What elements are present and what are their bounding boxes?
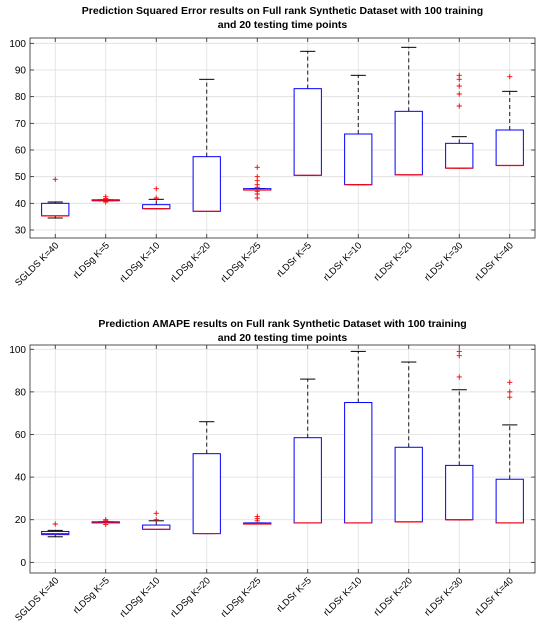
x-tick-label: rLDSr K=10	[321, 240, 364, 283]
x-tick-label: rLDSg K=20	[168, 240, 213, 285]
x-tick-label: rLDSg K=20	[168, 575, 213, 620]
x-tick-label: rLDSr K=40	[473, 575, 516, 618]
outlier-marker	[52, 176, 58, 182]
y-tick-label: 60	[15, 430, 27, 441]
outlier-marker	[103, 194, 109, 200]
chart-title-line1: Prediction Squared Error results on Full…	[82, 5, 483, 17]
plot-frame	[29, 37, 536, 239]
x-tick-label: rLDSg K=10	[118, 240, 163, 285]
x-tick-label: rLDSr K=5	[275, 240, 314, 279]
x-tick-label: rLDSr K=40	[473, 240, 516, 283]
y-tick-label: 80	[15, 92, 27, 103]
x-tick-label: rLDSg K=5	[71, 575, 112, 616]
y-tick-label: 90	[15, 66, 27, 77]
outlier-marker	[254, 513, 260, 520]
outlier-marker	[456, 83, 462, 89]
outlier-marker	[456, 72, 462, 78]
outlier-marker	[254, 164, 260, 170]
x-tick-label: rLDSr K=5	[275, 575, 314, 614]
x-tick-label: rLDSr K=30	[422, 575, 465, 618]
outlier-marker	[507, 389, 513, 395]
box-iqr	[192, 156, 221, 212]
box-iqr	[293, 88, 322, 176]
box-iqr	[344, 402, 373, 524]
chart-title-line2: and 20 testing time points	[218, 332, 348, 344]
y-tick-label: 50	[15, 172, 27, 183]
outlier-marker	[153, 517, 159, 523]
x-tick-label: rLDSg K=5	[71, 240, 112, 281]
outlier-marker	[456, 103, 462, 109]
box-iqr	[495, 129, 524, 166]
y-tick-label: 20	[15, 515, 27, 526]
x-tick-label: rLDSg K=10	[118, 575, 163, 620]
outlier-marker	[507, 74, 513, 80]
outlier-marker	[153, 195, 159, 201]
box-iqr	[142, 524, 171, 530]
outlier-marker	[103, 517, 109, 523]
outlier-marker	[153, 186, 159, 192]
outlier-marker	[52, 521, 58, 527]
box-iqr	[394, 110, 423, 176]
chart-title-line2: and 20 testing time points	[218, 19, 348, 31]
y-tick-label: 100	[9, 345, 26, 356]
chart-title-line1: Prediction AMAPE results on Full rank Sy…	[98, 318, 466, 330]
outlier-marker	[507, 394, 513, 400]
x-tick-label: rLDSr K=30	[422, 240, 465, 283]
chart-panel-amape: Prediction AMAPE results on Full rank Sy…	[9, 318, 536, 624]
y-tick-label: 30	[15, 226, 27, 237]
y-tick-label: 40	[15, 199, 27, 210]
box-iqr	[41, 202, 70, 217]
x-tick-label: rLDSr K=20	[372, 575, 415, 618]
y-tick-label: 0	[20, 558, 26, 569]
box-iqr	[344, 133, 373, 186]
y-tick-label: 60	[15, 146, 27, 157]
outlier-marker	[254, 174, 260, 180]
y-tick-label: 80	[15, 387, 27, 398]
box-iqr	[495, 478, 524, 524]
plot-frame	[29, 344, 536, 574]
outlier-marker	[456, 374, 462, 380]
x-tick-label: rLDSg K=25	[219, 575, 264, 620]
chart-panel-squared-error: Prediction Squared Error results on Full…	[9, 5, 536, 289]
box-iqr	[394, 446, 423, 523]
outlier-marker	[507, 379, 513, 385]
box-iqr	[192, 453, 221, 535]
outlier-marker	[456, 91, 462, 97]
x-tick-label: rLDSr K=10	[321, 575, 364, 618]
x-tick-label: rLDSr K=20	[372, 240, 415, 283]
outlier-marker	[456, 348, 462, 354]
box-iqr	[445, 142, 474, 169]
x-tick-label: SGLDS K=40	[13, 240, 61, 288]
outlier-marker	[153, 510, 159, 516]
box-iqr	[445, 464, 474, 521]
x-tick-label: SGLDS K=40	[13, 575, 61, 623]
y-tick-label: 70	[15, 119, 27, 130]
box-iqr	[293, 437, 322, 524]
x-tick-label: rLDSg K=25	[219, 240, 264, 285]
y-tick-label: 40	[15, 473, 27, 484]
y-tick-label: 100	[9, 39, 26, 50]
